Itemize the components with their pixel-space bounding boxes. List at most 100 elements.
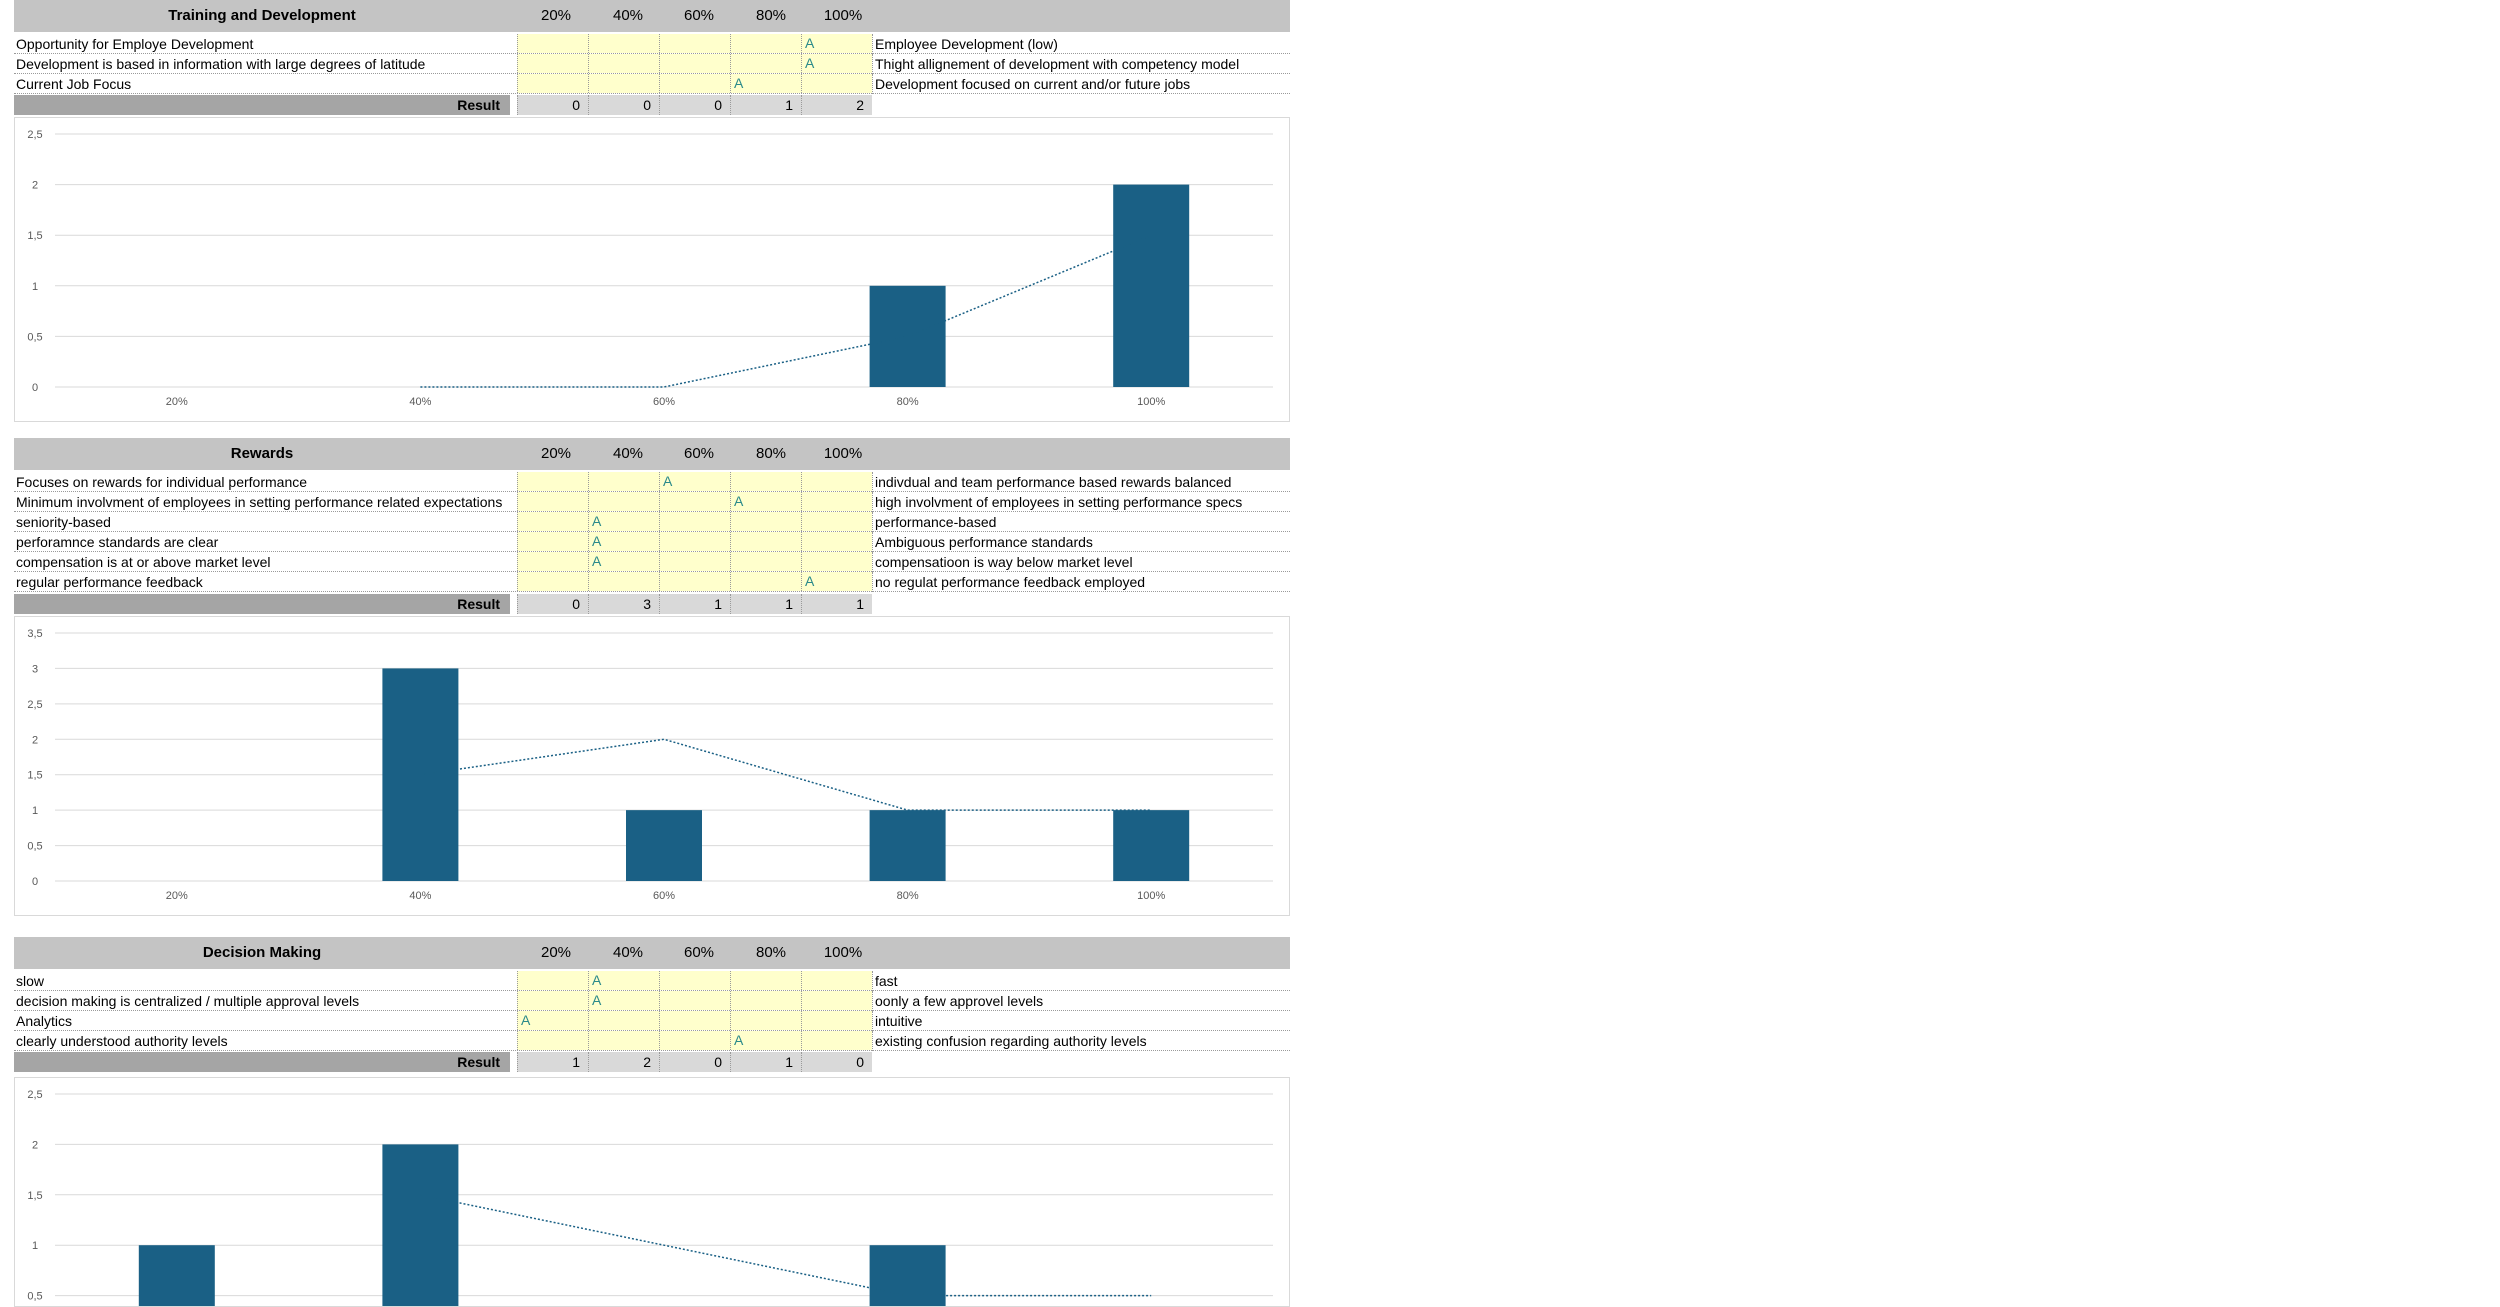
rating-cell[interactable]	[517, 492, 588, 511]
result-cell[interactable]: 3	[588, 594, 659, 614]
rating-cell[interactable]	[517, 74, 588, 93]
col-header-40[interactable]: 40%	[612, 944, 644, 961]
rating-cell[interactable]	[517, 532, 588, 551]
rating-cell[interactable]: A	[659, 472, 730, 491]
rating-cell[interactable]	[801, 991, 872, 1010]
bar[interactable]	[869, 810, 946, 881]
rating-cell[interactable]	[588, 1031, 659, 1050]
criteria-right-label[interactable]: indivdual and team performance based rew…	[872, 472, 1290, 492]
col-header-80[interactable]: 80%	[755, 944, 787, 961]
col-header-40[interactable]: 40%	[612, 445, 644, 462]
rating-cell[interactable]	[730, 971, 801, 990]
rating-cell[interactable]	[730, 1011, 801, 1030]
rating-cell[interactable]	[517, 34, 588, 53]
rating-cell[interactable]	[517, 572, 588, 591]
criteria-right-label[interactable]: Thight allignement of development with c…	[872, 54, 1290, 74]
result-label[interactable]: Result	[14, 594, 510, 614]
rating-cell[interactable]	[801, 1011, 872, 1030]
result-cell[interactable]: 1	[730, 594, 801, 614]
rating-cell[interactable]	[517, 472, 588, 491]
rating-cell[interactable]	[730, 991, 801, 1010]
result-cell[interactable]: 0	[517, 95, 588, 115]
rating-cell[interactable]: A	[588, 512, 659, 531]
criteria-left-label[interactable]: perforamnce standards are clear	[16, 534, 219, 550]
criteria-left-label[interactable]: seniority-based	[16, 514, 111, 530]
result-cell[interactable]: 0	[517, 594, 588, 614]
rating-cell[interactable]	[517, 54, 588, 73]
rating-cell[interactable]	[588, 54, 659, 73]
result-cell[interactable]: 2	[588, 1052, 659, 1072]
col-header-60[interactable]: 60%	[683, 445, 715, 462]
bar[interactable]	[869, 1245, 946, 1306]
criteria-left-label[interactable]: compensation is at or above market level	[16, 554, 271, 570]
rating-cell[interactable]: A	[801, 34, 872, 53]
rating-cell[interactable]	[517, 552, 588, 571]
col-header-40[interactable]: 40%	[612, 7, 644, 24]
rating-cell[interactable]: A	[588, 532, 659, 551]
rating-cell[interactable]	[659, 492, 730, 511]
criteria-right-label[interactable]: existing confusion regarding authority l…	[872, 1031, 1290, 1051]
rating-cell[interactable]: A	[588, 552, 659, 571]
col-header-20[interactable]: 20%	[540, 7, 572, 24]
bar[interactable]	[382, 1144, 459, 1306]
rating-cell[interactable]	[659, 532, 730, 551]
criteria-right-label[interactable]: compensatioon is way below market level	[872, 552, 1290, 572]
criteria-right-label[interactable]: intuitive	[872, 1011, 1290, 1031]
result-cell[interactable]: 1	[801, 594, 872, 614]
rating-cell[interactable]	[517, 991, 588, 1010]
rating-cell[interactable]	[801, 492, 872, 511]
col-header-20[interactable]: 20%	[540, 445, 572, 462]
criteria-left-label[interactable]: Current Job Focus	[16, 76, 132, 92]
criteria-left-label[interactable]: slow	[16, 973, 45, 989]
rating-cell[interactable]	[801, 74, 872, 93]
rating-cell[interactable]	[588, 472, 659, 491]
rating-cell[interactable]	[801, 512, 872, 531]
rating-cell[interactable]	[659, 552, 730, 571]
rating-cell[interactable]: A	[588, 971, 659, 990]
rating-cell[interactable]	[801, 552, 872, 571]
rating-cell[interactable]: A	[730, 492, 801, 511]
result-label[interactable]: Result	[14, 95, 510, 115]
rating-cell[interactable]	[801, 971, 872, 990]
rating-cell[interactable]	[588, 1011, 659, 1030]
result-cell[interactable]: 0	[801, 1052, 872, 1072]
rating-cell[interactable]	[730, 552, 801, 571]
rating-cell[interactable]	[659, 34, 730, 53]
rating-cell[interactable]	[801, 472, 872, 491]
rating-cell[interactable]: A	[730, 1031, 801, 1050]
criteria-left-label[interactable]: decision making is centralized / multipl…	[16, 993, 360, 1009]
result-cell[interactable]: 0	[588, 95, 659, 115]
rating-cell[interactable]	[588, 74, 659, 93]
rating-cell[interactable]	[730, 532, 801, 551]
result-cell[interactable]: 1	[730, 95, 801, 115]
criteria-left-label[interactable]: Minimum involvment of employees in setti…	[16, 494, 503, 510]
criteria-right-label[interactable]: fast	[872, 971, 1290, 991]
rating-cell[interactable]	[588, 492, 659, 511]
section-title[interactable]: Training and Development	[168, 7, 356, 24]
col-header-80[interactable]: 80%	[755, 7, 787, 24]
rating-cell[interactable]	[659, 74, 730, 93]
result-label[interactable]: Result	[14, 1052, 510, 1072]
bar[interactable]	[138, 1245, 215, 1306]
rating-cell[interactable]	[517, 1031, 588, 1050]
result-chart[interactable]: 0,5 1 1,5 2 2,5	[14, 1077, 1290, 1307]
rating-cell[interactable]	[588, 572, 659, 591]
result-cell[interactable]: 2	[801, 95, 872, 115]
criteria-left-label[interactable]: Development is based in information with…	[16, 56, 426, 72]
result-cell[interactable]: 0	[659, 95, 730, 115]
bar[interactable]	[1113, 184, 1190, 387]
rating-cell[interactable]	[659, 991, 730, 1010]
result-chart[interactable]: 0 0,5 1 1,5 2 2,5 20% 40% 60% 80% 100%	[14, 117, 1290, 422]
result-cell[interactable]: 1	[730, 1052, 801, 1072]
criteria-right-label[interactable]: Ambiguous performance standards	[872, 532, 1290, 552]
rating-cell[interactable]	[730, 34, 801, 53]
col-header-60[interactable]: 60%	[683, 944, 715, 961]
col-header-60[interactable]: 60%	[683, 7, 715, 24]
rating-cell[interactable]	[730, 512, 801, 531]
section-title[interactable]: Rewards	[230, 445, 294, 462]
rating-cell[interactable]	[730, 472, 801, 491]
rating-cell[interactable]	[659, 1011, 730, 1030]
bar[interactable]	[382, 668, 459, 881]
rating-cell[interactable]	[659, 1031, 730, 1050]
rating-cell[interactable]	[730, 54, 801, 73]
